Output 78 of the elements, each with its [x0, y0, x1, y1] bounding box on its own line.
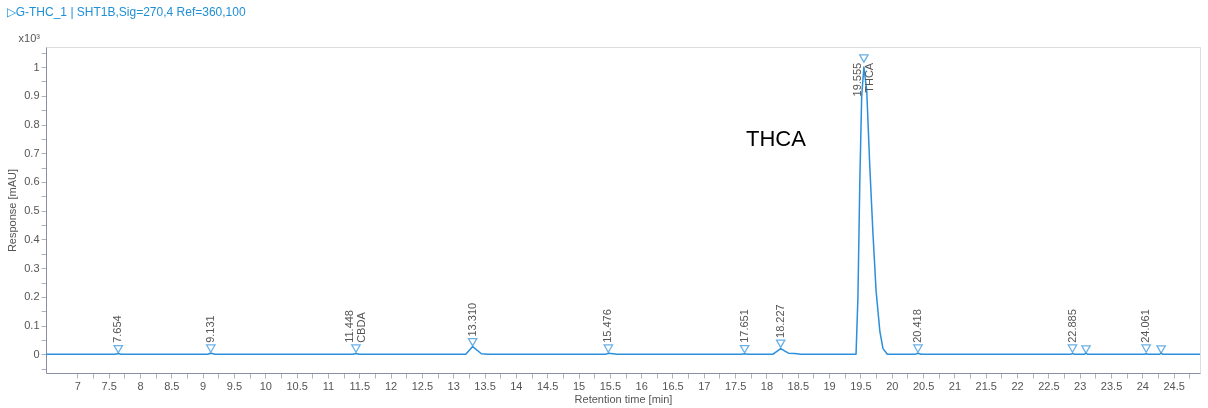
x-tick-label: 10.5: [286, 379, 308, 392]
point: [1156, 345, 1166, 354]
annotation: 9.131: [203, 315, 216, 343]
y-axis-title: Response [mAU]: [6, 168, 19, 253]
y-tick-label: 0.6: [24, 175, 40, 188]
x-tick-label: 9.5: [226, 379, 243, 392]
point: [775, 339, 786, 348]
x-tick-label: 23: [1074, 379, 1087, 392]
x-tick-label: 7.5: [101, 379, 117, 392]
x-tick-label: 19: [823, 379, 836, 392]
annotation: CBDA: [354, 311, 367, 343]
x-tick-label: 24.5: [1163, 379, 1185, 392]
annotation: 7.654: [111, 315, 124, 343]
annotation: THCA: [746, 126, 807, 151]
x-tick-label: 13.5: [474, 379, 496, 392]
x-tick-label: 17.5: [724, 379, 747, 392]
annotation: 13.310: [465, 302, 478, 337]
x-tick-label: 21: [948, 379, 962, 392]
y-tick-label: 1: [33, 60, 40, 73]
x-tick-label: 18.5: [787, 379, 809, 392]
point: [739, 344, 750, 354]
annotation: 22.885: [1065, 309, 1078, 343]
point: [467, 337, 478, 347]
point: [113, 344, 124, 354]
y-tick-label: 0.7: [24, 146, 40, 159]
x-tick-label: 12.5: [411, 379, 434, 392]
point: [859, 54, 869, 63]
x-tick-label: 14: [510, 379, 523, 392]
y-tick-label: 0.8: [24, 118, 40, 131]
x-tick-label: 14.5: [536, 379, 559, 392]
x-tick-label: 16: [635, 379, 648, 392]
x-tick-label: 24: [1136, 379, 1149, 392]
x-tick-label: 12: [384, 379, 398, 392]
annotation: 17.651: [737, 309, 750, 343]
x-tick-label: 13: [447, 379, 460, 392]
x-tick-label: 15: [572, 379, 586, 392]
x-tick-label: 15.5: [599, 379, 622, 392]
x-tick-label: 8: [137, 379, 144, 392]
y-tick-label: 0.4: [24, 232, 40, 245]
point: [1067, 344, 1078, 353]
text: x10³: [18, 32, 41, 44]
annotation: 19.555: [850, 62, 863, 97]
x-tick-label: 19.5: [850, 379, 872, 392]
annotation: 15.476: [601, 309, 614, 343]
x-tick-label: 16.5: [662, 379, 684, 392]
x-tick-label: 17: [698, 379, 711, 392]
annotation: 20.418: [910, 309, 923, 343]
chart-title: ▷G-THC_1 | SHT1B,Sig=270,4 Ref=360,100: [6, 5, 246, 19]
x-tick-label: 20.5: [912, 379, 935, 392]
point: [603, 344, 614, 353]
x-tick-label: 22: [1011, 379, 1024, 392]
x-tick-label: 11.5: [349, 379, 371, 392]
x-tick-label: 7: [74, 379, 81, 392]
x-tick-label: 10: [259, 379, 272, 392]
y-tick-label: 0.9: [24, 89, 40, 102]
annotation: 18.227: [773, 304, 786, 338]
annotation: THCA: [862, 62, 875, 93]
y-tick-label: 0.1: [24, 319, 40, 332]
x-tick-label: 8.5: [164, 379, 180, 392]
x-tick-label: 20: [886, 379, 899, 392]
x-tick-label: 9: [200, 379, 207, 392]
y-tick-label: 0.3: [24, 261, 40, 274]
x-tick-label: 11: [322, 379, 335, 392]
x-tick-label: 18: [760, 379, 774, 392]
y-tick-label: 0: [33, 347, 40, 360]
x-axis-title: Retention time [min]: [574, 392, 673, 405]
x-tick-label: 21.5: [975, 379, 997, 392]
x-tick-label: 22.5: [1038, 379, 1060, 392]
y-tick-label: 0.2: [24, 290, 40, 303]
point: [351, 344, 361, 353]
y-tick-label: 0.5: [24, 204, 40, 217]
point: [1141, 344, 1152, 353]
annotation: 11.448: [342, 310, 355, 343]
point: [913, 344, 923, 353]
annotation: 24.061: [1139, 309, 1152, 343]
x-tick-label: 23.5: [1100, 379, 1123, 392]
point: [1081, 345, 1091, 354]
point: [206, 344, 216, 353]
